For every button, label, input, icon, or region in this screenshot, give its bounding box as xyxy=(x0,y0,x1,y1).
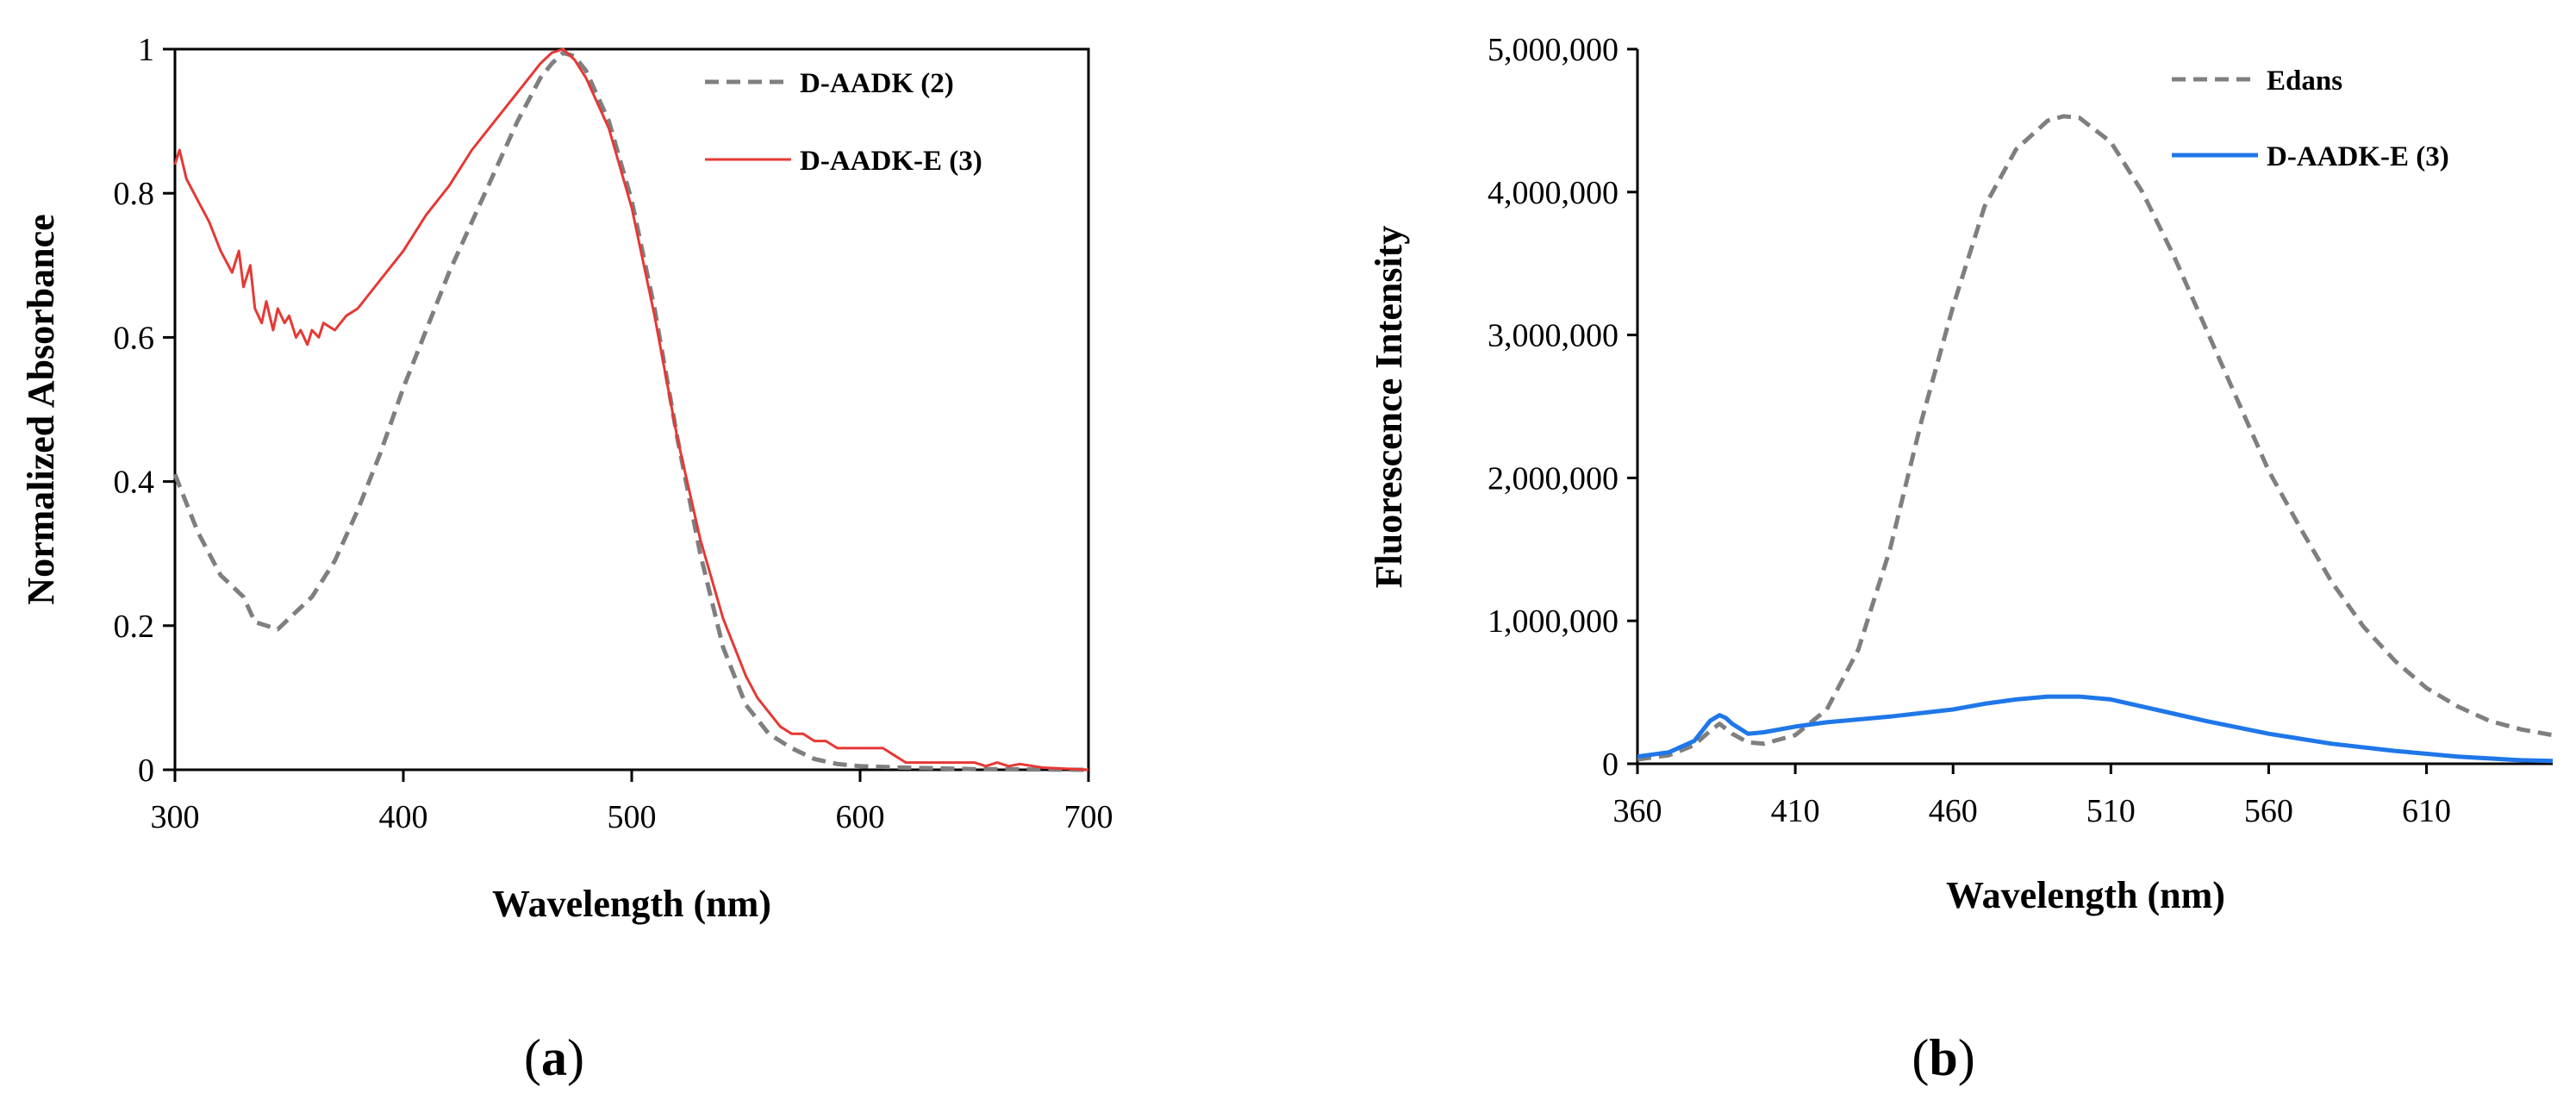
panel-a-y-tick-label: 0.4 xyxy=(114,465,155,501)
panel-b-y-axis-title: Fluorescence Intensity xyxy=(1368,226,1410,589)
panel-b-label-open-paren: ( xyxy=(1912,1029,1929,1086)
panel-a-series xyxy=(172,47,1089,772)
panel-a-label: (a) xyxy=(524,1029,584,1086)
panel-b-label-letter: b xyxy=(1929,1029,1957,1086)
panel-b-series-line-edans xyxy=(1637,114,2554,762)
panel-b-y-tick-label: 5,000,000 xyxy=(1488,32,1619,68)
panel-b-x-tick-label: 360 xyxy=(1613,793,1662,829)
panel-a-series-line-d-aadk-e-3 xyxy=(173,47,1089,772)
panel-a-x-tick-label: 700 xyxy=(1064,799,1113,835)
panel-a-y-tick-label: 0 xyxy=(138,753,154,789)
panel-a-x-ticks: 300 400 500 600 700 xyxy=(151,770,1113,835)
panel-a-label-letter: a xyxy=(541,1029,567,1086)
panel-b-x-ticks: 360 410 460 510 560 610 xyxy=(1613,764,2451,829)
panel-a-y-tick-label: 0.6 xyxy=(114,320,155,356)
panel-b-fluorescence-chart: 0 1,000,000 2,000,000 3,000,000 4,000,000 5,0… xyxy=(1368,32,2554,1086)
panel-b-x-tick-label: 410 xyxy=(1771,793,1820,829)
panel-b-legend: Edans D-AADK-E (3) xyxy=(2172,66,2449,172)
panel-b-label: (b) xyxy=(1912,1029,1974,1086)
panel-b-y-tick-label: 2,000,000 xyxy=(1488,460,1619,497)
panel-b-x-tick-label: 460 xyxy=(1929,793,1978,829)
panel-b-x-tick-label: 610 xyxy=(2402,793,2451,829)
panel-b-y-tick-label: 1,000,000 xyxy=(1488,603,1619,640)
panel-a-y-axis-title: Normalized Absorbance xyxy=(20,214,62,604)
panel-b-y-tick-label: 0 xyxy=(1602,747,1619,783)
panel-a-y-tick-label: 1 xyxy=(138,32,154,68)
panel-b-label-close-paren: ) xyxy=(1958,1029,1975,1086)
panel-a-legend-label-d-aadk-e: D-AADK-E (3) xyxy=(800,146,982,177)
panel-b-y-tick-label: 3,000,000 xyxy=(1488,318,1619,354)
panel-b-legend-label-edans: Edans xyxy=(2267,66,2342,97)
panel-a-absorbance-chart: 0 0.2 0.4 0.6 0.8 1 300 400 500 600 700 D-AADK (2… xyxy=(20,32,1113,1086)
panel-a-series-line-d-aadk-2 xyxy=(172,50,1089,772)
panel-a-legend: D-AADK (2) D-AADK-E (3) xyxy=(705,68,982,177)
panel-b-x-tick-label: 510 xyxy=(2086,793,2136,829)
panel-a-label-close-paren: ) xyxy=(567,1029,584,1086)
panel-b-series-line-d-aadk-e-3 xyxy=(1637,694,2554,764)
panel-a-legend-label-d-aadk: D-AADK (2) xyxy=(800,68,954,99)
panel-a-y-ticks: 0 0.2 0.4 0.6 0.8 1 xyxy=(114,32,175,789)
panel-a-y-tick-label: 0.2 xyxy=(114,609,155,645)
panel-a-label-open-paren: ( xyxy=(524,1029,541,1086)
panel-a-x-tick-label: 600 xyxy=(836,799,885,835)
panel-a-x-tick-label: 500 xyxy=(608,799,657,835)
panel-b-y-ticks: 0 1,000,000 2,000,000 3,000,000 4,000,000 5,0… xyxy=(1488,32,1637,783)
panel-a-y-tick-label: 0.8 xyxy=(114,176,155,212)
panel-b-x-axis-title: Wavelength (nm) xyxy=(1946,874,2225,916)
panel-a-x-axis-title: Wavelength (nm) xyxy=(492,883,771,925)
panel-b-y-tick-label: 4,000,000 xyxy=(1488,175,1619,211)
panel-a-x-tick-label: 400 xyxy=(379,799,428,835)
panel-a-x-tick-label: 300 xyxy=(151,799,200,835)
panel-b-legend-label-d-aadk-e: D-AADK-E (3) xyxy=(2267,141,2449,172)
panel-b-x-tick-label: 560 xyxy=(2244,793,2293,829)
panel-b-series xyxy=(1637,114,2554,764)
